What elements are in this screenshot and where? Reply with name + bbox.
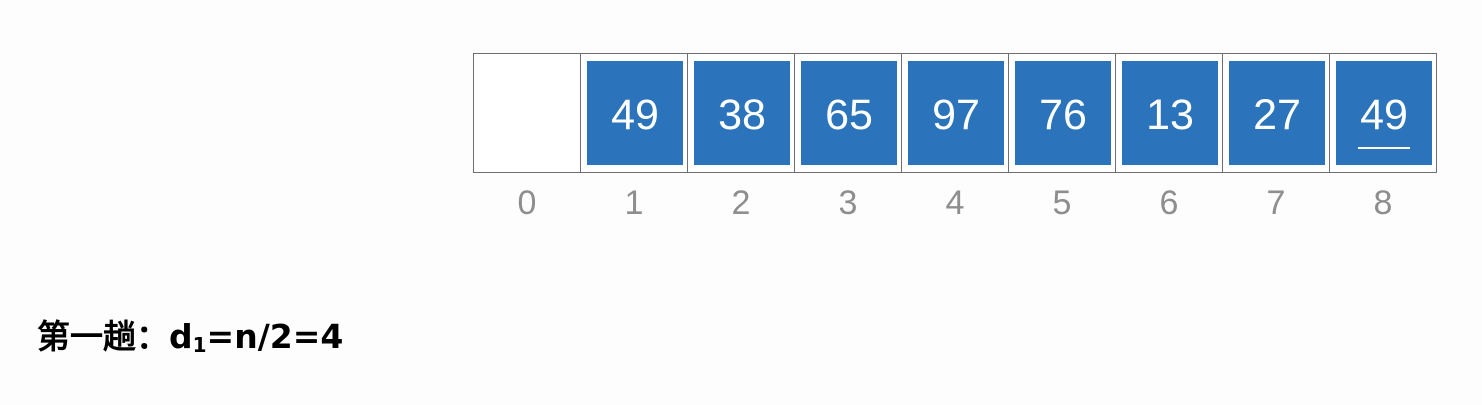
pass-label-suffix: =n/2=4	[206, 317, 344, 356]
array-cells: 49 38 65 97 76 13 27 49	[473, 53, 1437, 173]
array-element-value: 38	[718, 90, 766, 139]
array-element-value: 13	[1146, 90, 1194, 139]
array-element-value: 27	[1253, 90, 1301, 139]
array-cell-2: 38	[687, 53, 795, 173]
array-cell-7: 27	[1222, 53, 1330, 173]
array-index-label: 6	[1159, 184, 1179, 222]
array-cell-8: 49	[1329, 53, 1437, 173]
array-index-label: 4	[945, 184, 965, 222]
array-cell-5: 76	[1008, 53, 1116, 173]
array-element-value: 76	[1039, 90, 1087, 139]
array-cell-0	[473, 53, 581, 173]
array-cell-6: 13	[1115, 53, 1223, 173]
array-index-label: 8	[1373, 184, 1393, 222]
array-element-box: 27	[1229, 61, 1325, 165]
array-index-label: 1	[624, 184, 644, 222]
array-element-value: 97	[932, 90, 980, 139]
array-index-label: 7	[1266, 184, 1286, 222]
array-element-value: 65	[825, 90, 873, 139]
array-indices: 0 1 2 3 4 5 6 7 8	[473, 184, 1437, 223]
pass-label-prefix: 第一趟：d	[37, 317, 193, 356]
array-index-label: 0	[517, 184, 537, 222]
array-element-box: 13	[1122, 61, 1218, 165]
array-cell-3: 65	[794, 53, 902, 173]
array-element-box: 97	[908, 61, 1004, 165]
array-element-box: 65	[801, 61, 897, 165]
array-index-label: 2	[731, 184, 751, 222]
array-index-label: 5	[1052, 184, 1072, 222]
pass-label: 第一趟：d1=n/2=4	[37, 310, 343, 358]
array-cell-4: 97	[901, 53, 1009, 173]
array-element-value: 49	[1358, 90, 1410, 149]
array-element-box: 38	[694, 61, 790, 165]
array-element-value: 49	[611, 90, 659, 139]
array-element-box: 76	[1015, 61, 1111, 165]
array-index-label: 3	[838, 184, 858, 222]
pass-label-subscript: 1	[192, 333, 207, 357]
array-cell-1: 49	[580, 53, 688, 173]
array-element-box: 49	[1336, 61, 1432, 165]
array-element-box: 49	[587, 61, 683, 165]
